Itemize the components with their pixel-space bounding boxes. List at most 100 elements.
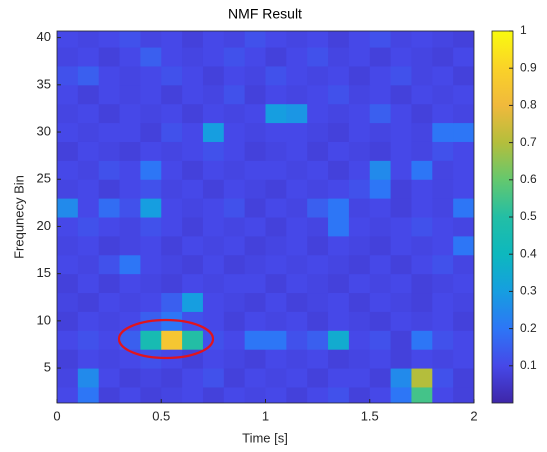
heatmap-cell [182,198,204,218]
heatmap-cell [77,84,100,105]
heatmap-cell [411,217,433,237]
heatmap-cell [244,217,266,237]
heatmap-cell [265,122,287,142]
heatmap-cell [161,103,183,124]
heatmap-cell [328,311,350,331]
heatmap-cell [223,311,246,331]
heatmap-cell [57,254,79,275]
heatmap-cell [432,47,454,67]
heatmap-cell [98,47,121,67]
heatmap-cell [307,217,329,237]
heatmap-cell [307,386,329,403]
heatmap-cell [432,141,454,161]
heatmap-cell [307,273,329,294]
heatmap-cell [328,273,350,294]
heatmap-cell [265,103,287,124]
heatmap-cell [328,386,350,403]
heatmap-cell [140,84,162,105]
heatmap-cell [202,217,225,237]
heatmap-cell [369,65,392,86]
heatmap-cell [328,198,350,218]
heatmap-cell [161,179,183,199]
heatmap-cell [453,122,474,142]
heatmap-cell [265,47,287,67]
heatmap-cell [57,122,79,142]
heatmap-cell [202,160,225,180]
heatmap-cell [98,65,121,86]
heatmap-cell [98,198,121,218]
heatmap-cell [411,179,433,199]
heatmap-cell [328,254,350,275]
heatmap-cell [77,65,100,86]
heatmap-cell [223,141,246,161]
heatmap-cell [307,368,329,388]
heatmap-cell [453,47,474,67]
heatmap-cell [57,160,79,180]
heatmap-cell [453,103,474,124]
heatmap-cell [244,65,266,86]
heatmap-cell [161,217,183,237]
x-tick-label: 1.5 [361,408,379,423]
heatmap-cell [98,141,121,161]
heatmap-cell [223,198,246,218]
heatmap-cell [432,217,454,237]
heatmap-cell [328,84,350,105]
heatmap-cell [286,254,308,275]
heatmap-cell [453,31,474,48]
heatmap-cell [182,179,204,199]
heatmap-cell [328,368,350,388]
heatmap-cell [307,31,329,48]
heatmap-cell [286,349,308,369]
heatmap-cell [307,141,329,161]
heatmap-cell [77,254,100,275]
heatmap-cell [244,160,266,180]
heatmap-cell [286,65,308,86]
heatmap-cell [182,47,204,67]
heatmap-cell [286,311,308,331]
heatmap-cell [369,84,392,105]
heatmap-cell [140,31,162,48]
heatmap-cell [453,386,474,403]
heatmap-cell [307,103,329,124]
heatmap-cell [453,235,474,256]
heatmap-cell [390,311,412,331]
x-tick-label: 0 [53,408,60,423]
heatmap-cell [182,65,204,86]
heatmap-cell [390,292,412,312]
heatmap-cell [140,235,162,256]
heatmap-cell [307,311,329,331]
heatmap-cell [223,160,246,180]
y-tick-label: 10 [37,312,51,327]
heatmap-cell [119,84,141,105]
heatmap-cell [202,103,225,124]
heatmap-cell [390,273,412,294]
heatmap-cell [328,292,350,312]
heatmap-cell [182,235,204,256]
heatmap-cell [307,349,329,369]
heatmap-cell [286,47,308,67]
heatmap-cell [57,349,79,369]
heatmap-cell [161,141,183,161]
heatmap-cell [453,179,474,199]
heatmap-cell [161,273,183,294]
heatmap-cell [286,292,308,312]
heatmap-cell [119,386,141,403]
heatmap-cell [307,122,329,142]
heatmap-cell [265,31,287,48]
heatmap-cell [453,349,474,369]
heatmap-cell [411,330,433,350]
heatmap-cell [57,31,79,48]
heatmap-cell [369,330,392,350]
heatmap-cell [161,31,183,48]
heatmap-cell [57,235,79,256]
heatmap-cell [369,349,392,369]
heatmap-cell [369,31,392,48]
heatmap-cell [411,368,433,388]
heatmap-cell [265,84,287,105]
heatmap-cell [307,235,329,256]
heatmap-cell [453,65,474,86]
heatmap-cell [390,141,412,161]
heatmap-cell [244,273,266,294]
heatmap-cell [57,386,79,403]
